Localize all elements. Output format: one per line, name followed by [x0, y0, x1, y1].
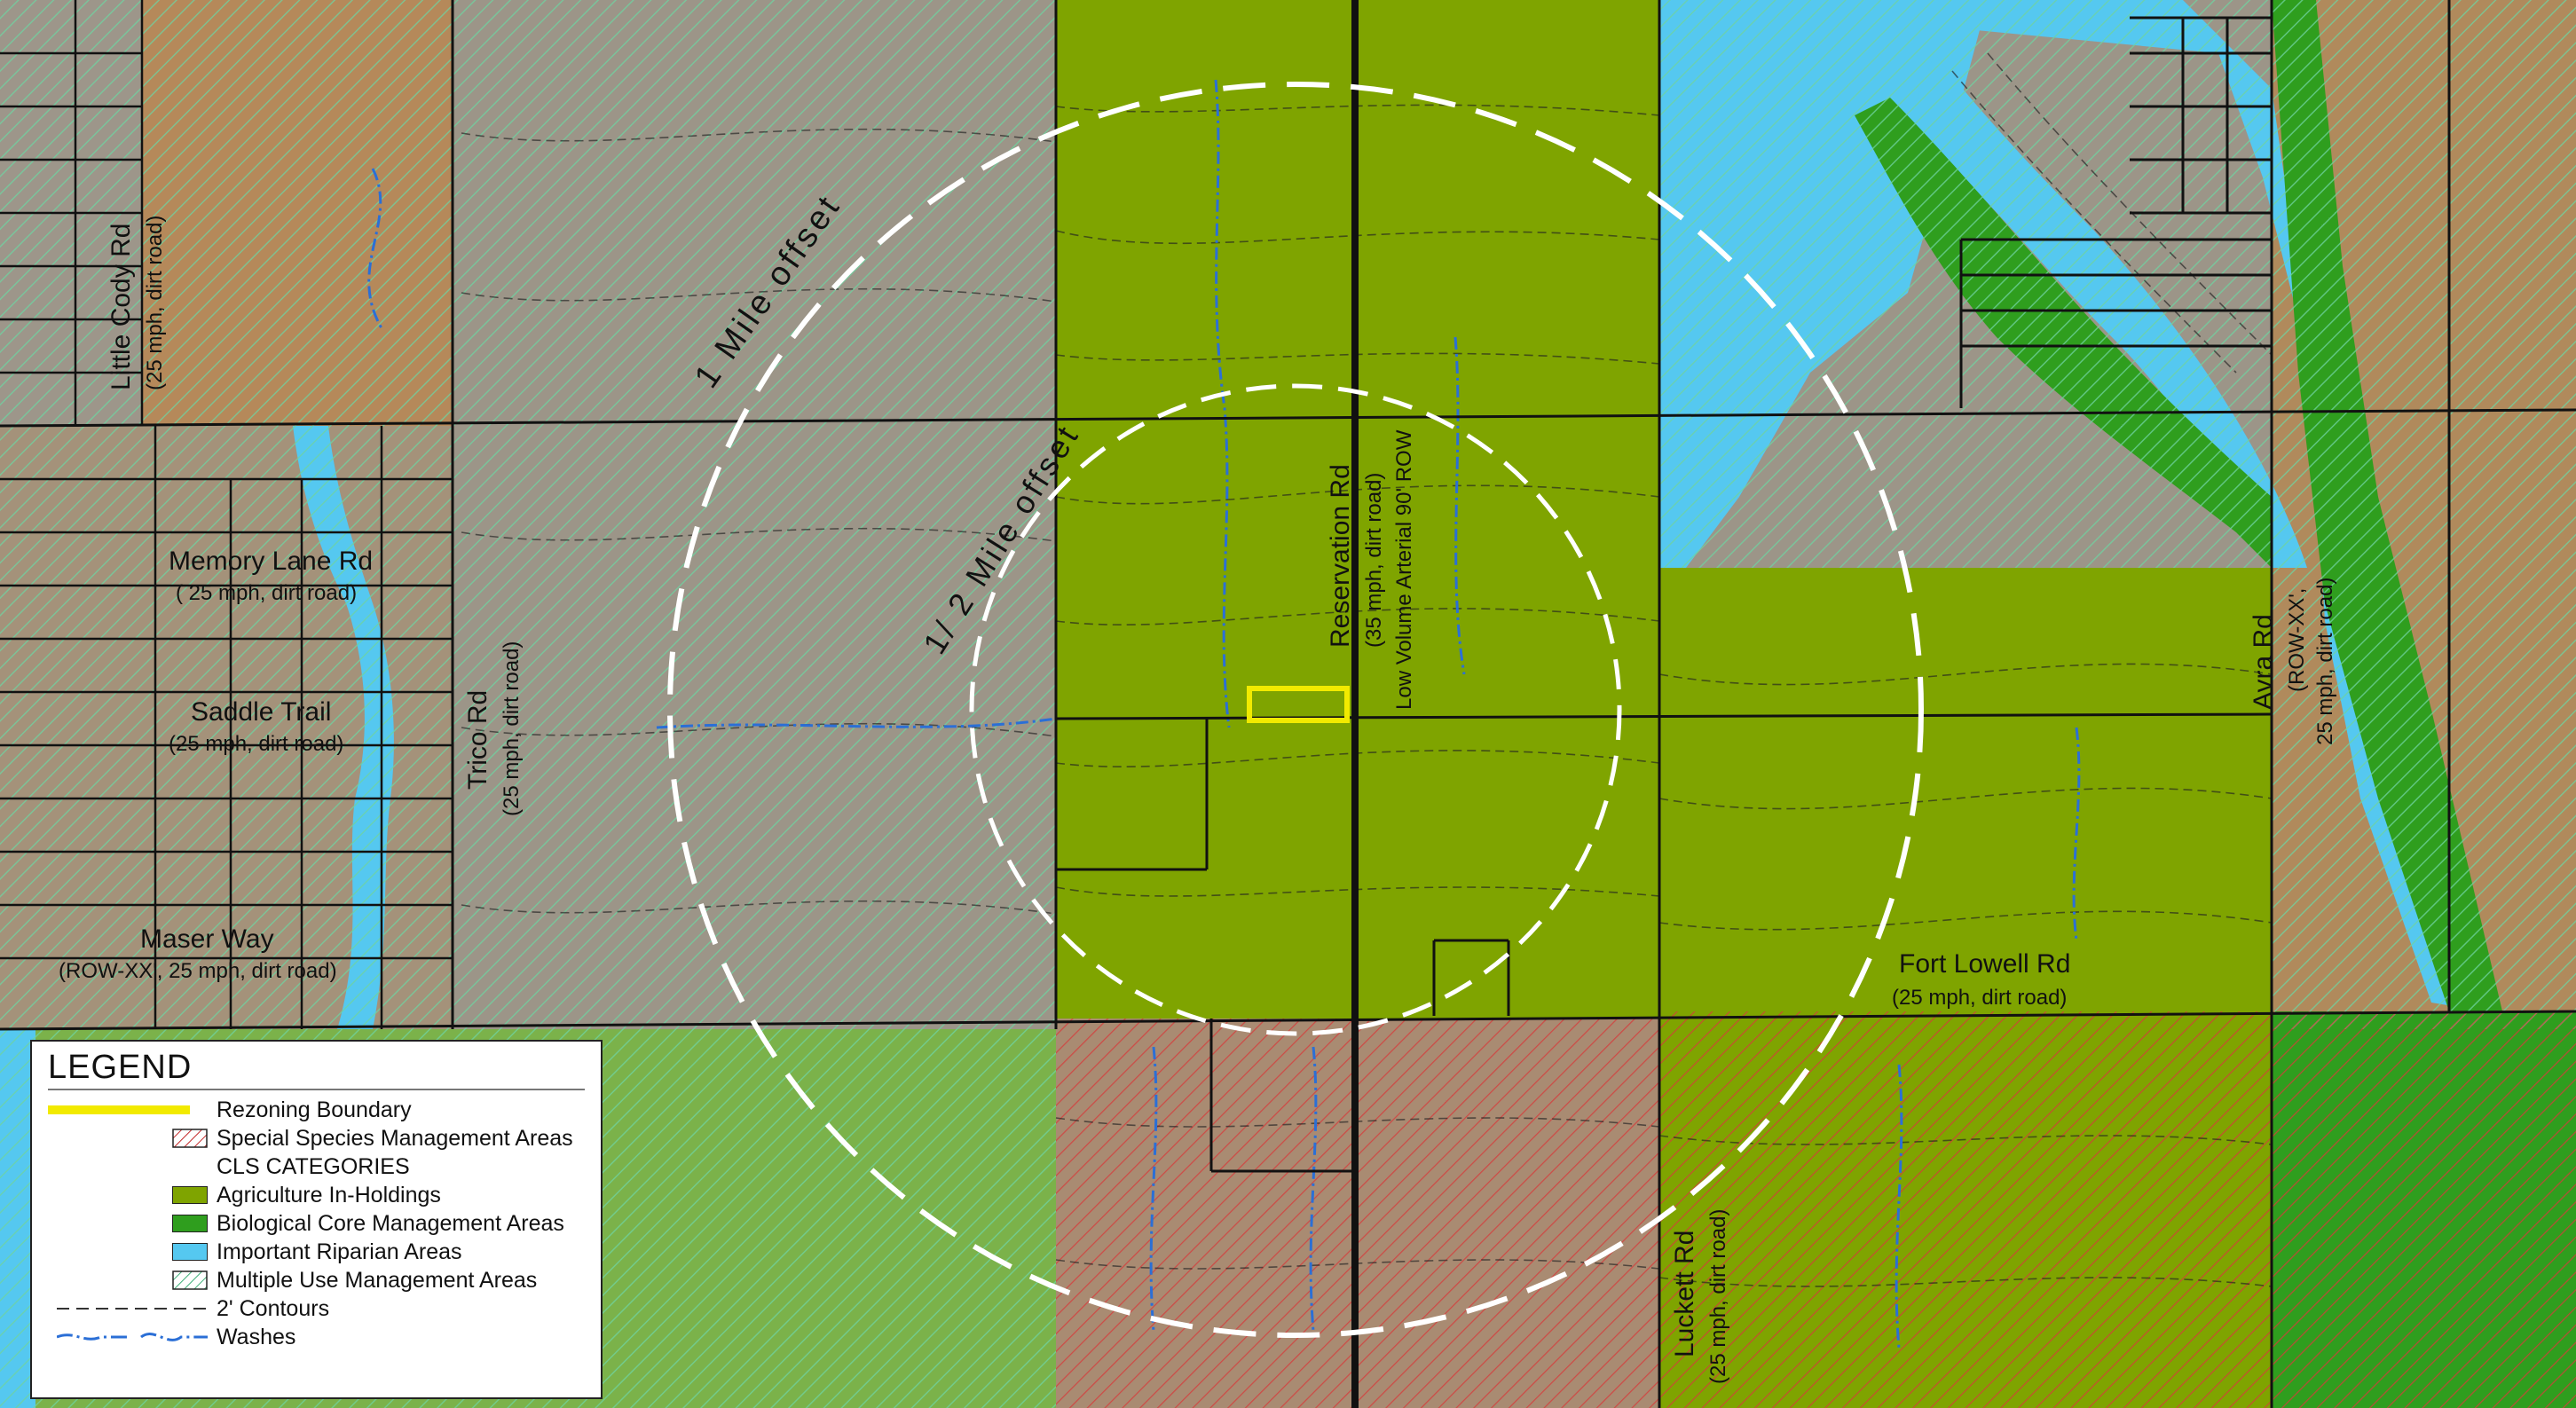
residential-grid-west [0, 0, 453, 1029]
trico-road-detail: (25 mph, dirt road) [500, 641, 524, 816]
avra-road-label: Avra Rd [2249, 614, 2278, 710]
little-cody-road-label: Little Cody Rd [106, 224, 136, 390]
legend-item-contours: 2' Contours [48, 1294, 585, 1323]
legend-label: Biological Core Management Areas [217, 1210, 564, 1236]
legend-item-multiple-use: Multiple Use Management Areas [48, 1266, 585, 1294]
little-cody-road-detail: (25 mph, dirt road) [143, 216, 167, 390]
avra-road-detail-2: 25 mph, dirt road) [2313, 578, 2337, 745]
reservation-road-detail: (35 mph, dirt road) [1362, 473, 1386, 648]
washes-swatch [48, 1324, 217, 1350]
half-mile-offset-circle [969, 383, 1622, 1036]
contours-swatch [48, 1295, 217, 1322]
multiple-use-hatch-west [0, 0, 1056, 1029]
legend-label: Important Riparian Areas [217, 1239, 462, 1264]
legend-item-riparian: Important Riparian Areas [48, 1238, 585, 1266]
special-species-hatch-2 [1659, 1011, 2272, 1408]
map-legend: LEGEND Rezoning Boundary Special Species… [30, 1040, 603, 1399]
legend-item-rezoning-boundary: Rezoning Boundary [48, 1096, 585, 1124]
multiple-use-swatch [48, 1267, 217, 1294]
biological-core-swatch [48, 1210, 217, 1237]
contour-lines [461, 52, 2273, 1287]
reservation-road-row: Low Volume Arterial 90' ROW [1392, 429, 1416, 710]
avra-road-detail: (ROW-XX', [2285, 588, 2309, 692]
parcel-grid-east [1959, 0, 2451, 1011]
one-mile-offset-circle [667, 82, 1924, 1338]
legend-label: Washes [217, 1324, 296, 1349]
legend-title: LEGEND [48, 1049, 585, 1090]
agriculture-area-east[interactable] [1659, 568, 2272, 1011]
saddle-trail-label: Saddle Trail [191, 697, 331, 727]
rezoning-boundary-swatch [48, 1097, 217, 1123]
reservation-road-label: Reservation Rd [1326, 464, 1355, 648]
legend-item-special-species: Special Species Management Areas [48, 1124, 585, 1152]
legend-heading: CLS CATEGORIES [217, 1153, 410, 1179]
legend-label: Rezoning Boundary [217, 1097, 412, 1122]
agriculture-swatch [48, 1182, 217, 1208]
memory-lane-road-detail: ( 25 mph, dirt road) [176, 581, 357, 605]
legend-item-washes: Washes [48, 1323, 585, 1351]
special-species-swatch [48, 1125, 217, 1152]
fort-lowell-road-label: Fort Lowell Rd [1899, 949, 2070, 979]
legend-label: Agriculture In-Holdings [217, 1182, 441, 1207]
legend-item-cls-heading: CLS CATEGORIES [48, 1152, 585, 1181]
luckett-road-detail: (25 mph, dirt road) [1706, 1209, 1730, 1384]
multiple-use-hatch-far-east [2272, 0, 2576, 1029]
fort-lowell-road-detail: (25 mph, dirt road) [1892, 986, 2067, 1010]
legend-item-biological-core: Biological Core Management Areas [48, 1209, 585, 1238]
riparian-swatch [48, 1239, 217, 1265]
saddle-trail-detail: (25 mph, dirt road) [169, 732, 343, 756]
legend-label: 2' Contours [217, 1295, 330, 1321]
maser-way-detail: (ROW-XX', 25 mph, dirt road) [59, 959, 337, 983]
legend-label: Special Species Management Areas [217, 1125, 573, 1151]
legend-label: Multiple Use Management Areas [217, 1267, 538, 1293]
rezoning-boundary[interactable] [1247, 686, 1350, 723]
special-species-hatch-3 [2272, 1011, 2576, 1408]
legend-item-agriculture: Agriculture In-Holdings [48, 1181, 585, 1209]
luckett-road-label: Luckett Rd [1670, 1231, 1699, 1357]
multiple-use-hatch-east [1659, 0, 2272, 568]
memory-lane-road-label: Memory Lane Rd [169, 547, 373, 576]
trico-road-label: Trico Rd [463, 690, 492, 790]
wash-lines [367, 79, 2081, 1349]
maser-way-label: Maser Way [140, 924, 274, 954]
